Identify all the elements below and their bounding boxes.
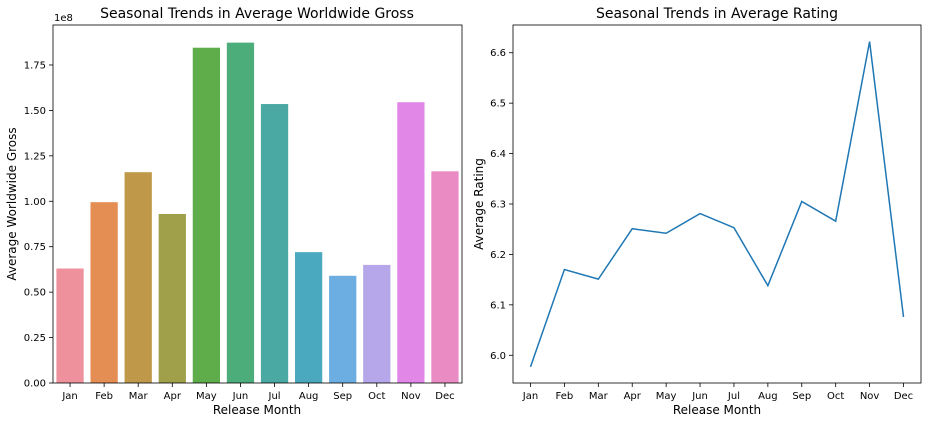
rating-x-tick-label: Dec	[894, 391, 913, 402]
rating-x-tick-label: Jul	[727, 391, 740, 402]
gross-x-tick-label: Sep	[333, 391, 352, 402]
rating-x-tick-label: Sep	[792, 391, 811, 402]
gross-y-tick-label: 1.50	[24, 106, 46, 117]
bar-jun	[226, 42, 255, 383]
gross-x-axis-label: Release Month	[213, 403, 301, 417]
rating-chart-title: Seasonal Trends in Average Rating	[596, 6, 838, 22]
gross-x-tick-label: Jan	[61, 391, 77, 402]
gross-y-ticks: 0.00 0.25 0.50 0.75 1.00 1.25 1.50 1.75	[24, 60, 53, 390]
rating-x-tick-label: Feb	[556, 391, 574, 402]
bar-nov	[397, 102, 425, 383]
rating-y-axis-label: Average Rating	[472, 158, 486, 250]
rating-plot-frame	[512, 24, 922, 384]
gross-x-ticks: Jan Feb Mar Apr May Jun Jul Aug Sep Oct Nov Dec	[61, 383, 455, 402]
bar-aug	[294, 252, 323, 383]
gross-x-tick-label: Mar	[129, 391, 149, 402]
bar-may	[192, 47, 221, 384]
gross-x-tick-label: Feb	[95, 391, 113, 402]
rating-chart: Seasonal Trends in Average Rating 6.0 6.1…	[472, 6, 922, 417]
rating-y-tick-label: 6.3	[490, 200, 506, 211]
bar-sep	[329, 275, 357, 383]
rating-x-tick-label: May	[656, 391, 677, 402]
bar-oct	[363, 264, 391, 383]
gross-y-axis-label: Average Worldwide Gross	[5, 127, 19, 280]
gross-x-tick-label: May	[196, 391, 217, 402]
gross-y-offset-label: 1e8	[54, 13, 73, 24]
rating-y-tick-label: 6.6	[490, 48, 506, 59]
bar-jan	[56, 268, 84, 383]
gross-y-tick-label: 0.00	[24, 379, 46, 390]
gross-y-tick-label: 0.25	[24, 333, 46, 344]
gross-x-tick-label: Oct	[368, 391, 385, 402]
gross-plot-frame	[52, 24, 463, 384]
bar-mar	[124, 172, 152, 383]
rating-y-ticks: 6.0 6.1 6.2 6.3 6.4 6.5 6.6	[490, 48, 513, 362]
rating-x-tick-label: Nov	[860, 391, 880, 402]
rating-x-tick-label: Mar	[589, 391, 609, 402]
rating-x-ticks: Jan Feb Mar Apr May Jun Jul Aug Sep Oct Nov Dec	[522, 383, 913, 402]
gross-x-tick-label: Dec	[435, 391, 454, 402]
rating-x-axis-label: Release Month	[673, 403, 761, 417]
gross-bars	[56, 42, 459, 384]
rating-y-tick-label: 6.1	[490, 300, 506, 311]
rating-y-tick-label: 6.5	[490, 99, 506, 110]
rating-y-tick-label: 6.2	[490, 250, 506, 261]
rating-x-tick-label: Jan	[522, 391, 538, 402]
bar-jul	[260, 104, 289, 384]
gross-y-tick-label: 1.75	[24, 60, 46, 71]
gross-y-tick-label: 1.00	[24, 197, 46, 208]
gross-x-tick-label: Jul	[268, 391, 281, 402]
rating-y-tick-label: 6.4	[490, 149, 506, 160]
gross-x-tick-label: Apr	[164, 391, 182, 402]
gross-x-tick-label: Jun	[232, 391, 249, 402]
gross-x-tick-label: Aug	[299, 391, 319, 402]
gross-chart-title: Seasonal Trends in Average Worldwide Gro…	[100, 6, 414, 22]
rating-x-tick-label: Apr	[624, 391, 642, 402]
bar-feb	[90, 202, 118, 383]
gross-y-tick-label: 0.50	[24, 288, 46, 299]
rating-y-tick-label: 6.0	[490, 351, 506, 362]
bar-apr	[158, 213, 186, 383]
rating-line	[529, 41, 905, 368]
rating-x-tick-label: Oct	[827, 391, 844, 402]
bar-dec	[431, 171, 459, 383]
gross-y-tick-label: 1.25	[24, 151, 46, 162]
rating-x-tick-label: Jun	[691, 391, 708, 402]
rating-x-tick-label: Aug	[758, 391, 778, 402]
gross-x-tick-label: Nov	[401, 391, 421, 402]
gross-y-tick-label: 0.75	[24, 242, 46, 253]
rating-line-series	[529, 41, 905, 368]
gross-chart: Seasonal Trends in Average Worldwide Gro…	[5, 6, 463, 417]
